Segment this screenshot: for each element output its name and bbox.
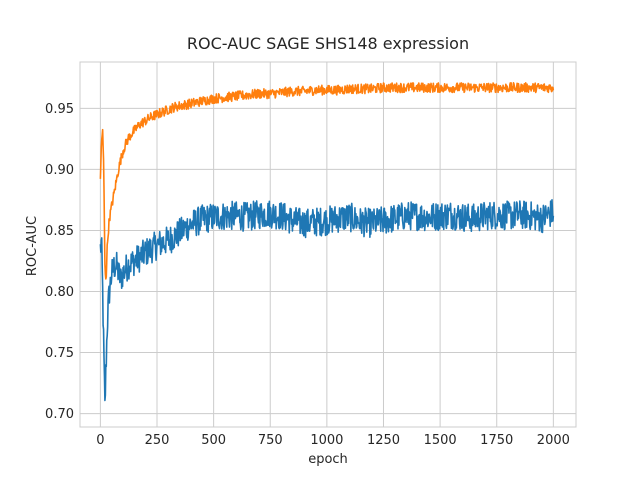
- x-tick-label: 750: [258, 433, 283, 448]
- grid: [80, 62, 576, 427]
- x-tick-label: 250: [145, 433, 170, 448]
- y-tick-label: 0.90: [45, 163, 74, 178]
- y-tick-label: 0.80: [45, 285, 74, 300]
- plot-frame: [79, 61, 577, 428]
- y-axis-ticks: 0.70 0.75 0.80 0.85 0.90 0.95: [45, 102, 74, 422]
- series-line-1: [99, 81, 555, 280]
- chart-title: ROC-AUC SAGE SHS148 expression: [187, 34, 469, 53]
- x-tick-label: 1500: [424, 433, 457, 448]
- x-tick-label: 2000: [537, 433, 570, 448]
- series-layer: [99, 81, 555, 402]
- y-tick-label: 0.70: [45, 407, 74, 422]
- x-tick-label: 1000: [310, 433, 343, 448]
- plot-area: [79, 61, 577, 428]
- y-axis-label: ROC-AUC: [25, 216, 40, 276]
- x-axis-ticks: 0 250 500 750 1000 1250 1500 1750 2000: [96, 433, 570, 448]
- series-line-0: [99, 199, 555, 402]
- y-tick-label: 0.85: [45, 224, 74, 239]
- x-tick-label: 0: [96, 433, 104, 448]
- x-tick-label: 1250: [367, 433, 400, 448]
- y-tick-label: 0.95: [45, 102, 74, 117]
- x-tick-label: 500: [201, 433, 226, 448]
- y-tick-label: 0.75: [45, 346, 74, 361]
- x-tick-label: 1750: [480, 433, 513, 448]
- x-axis-label: epoch: [308, 452, 348, 467]
